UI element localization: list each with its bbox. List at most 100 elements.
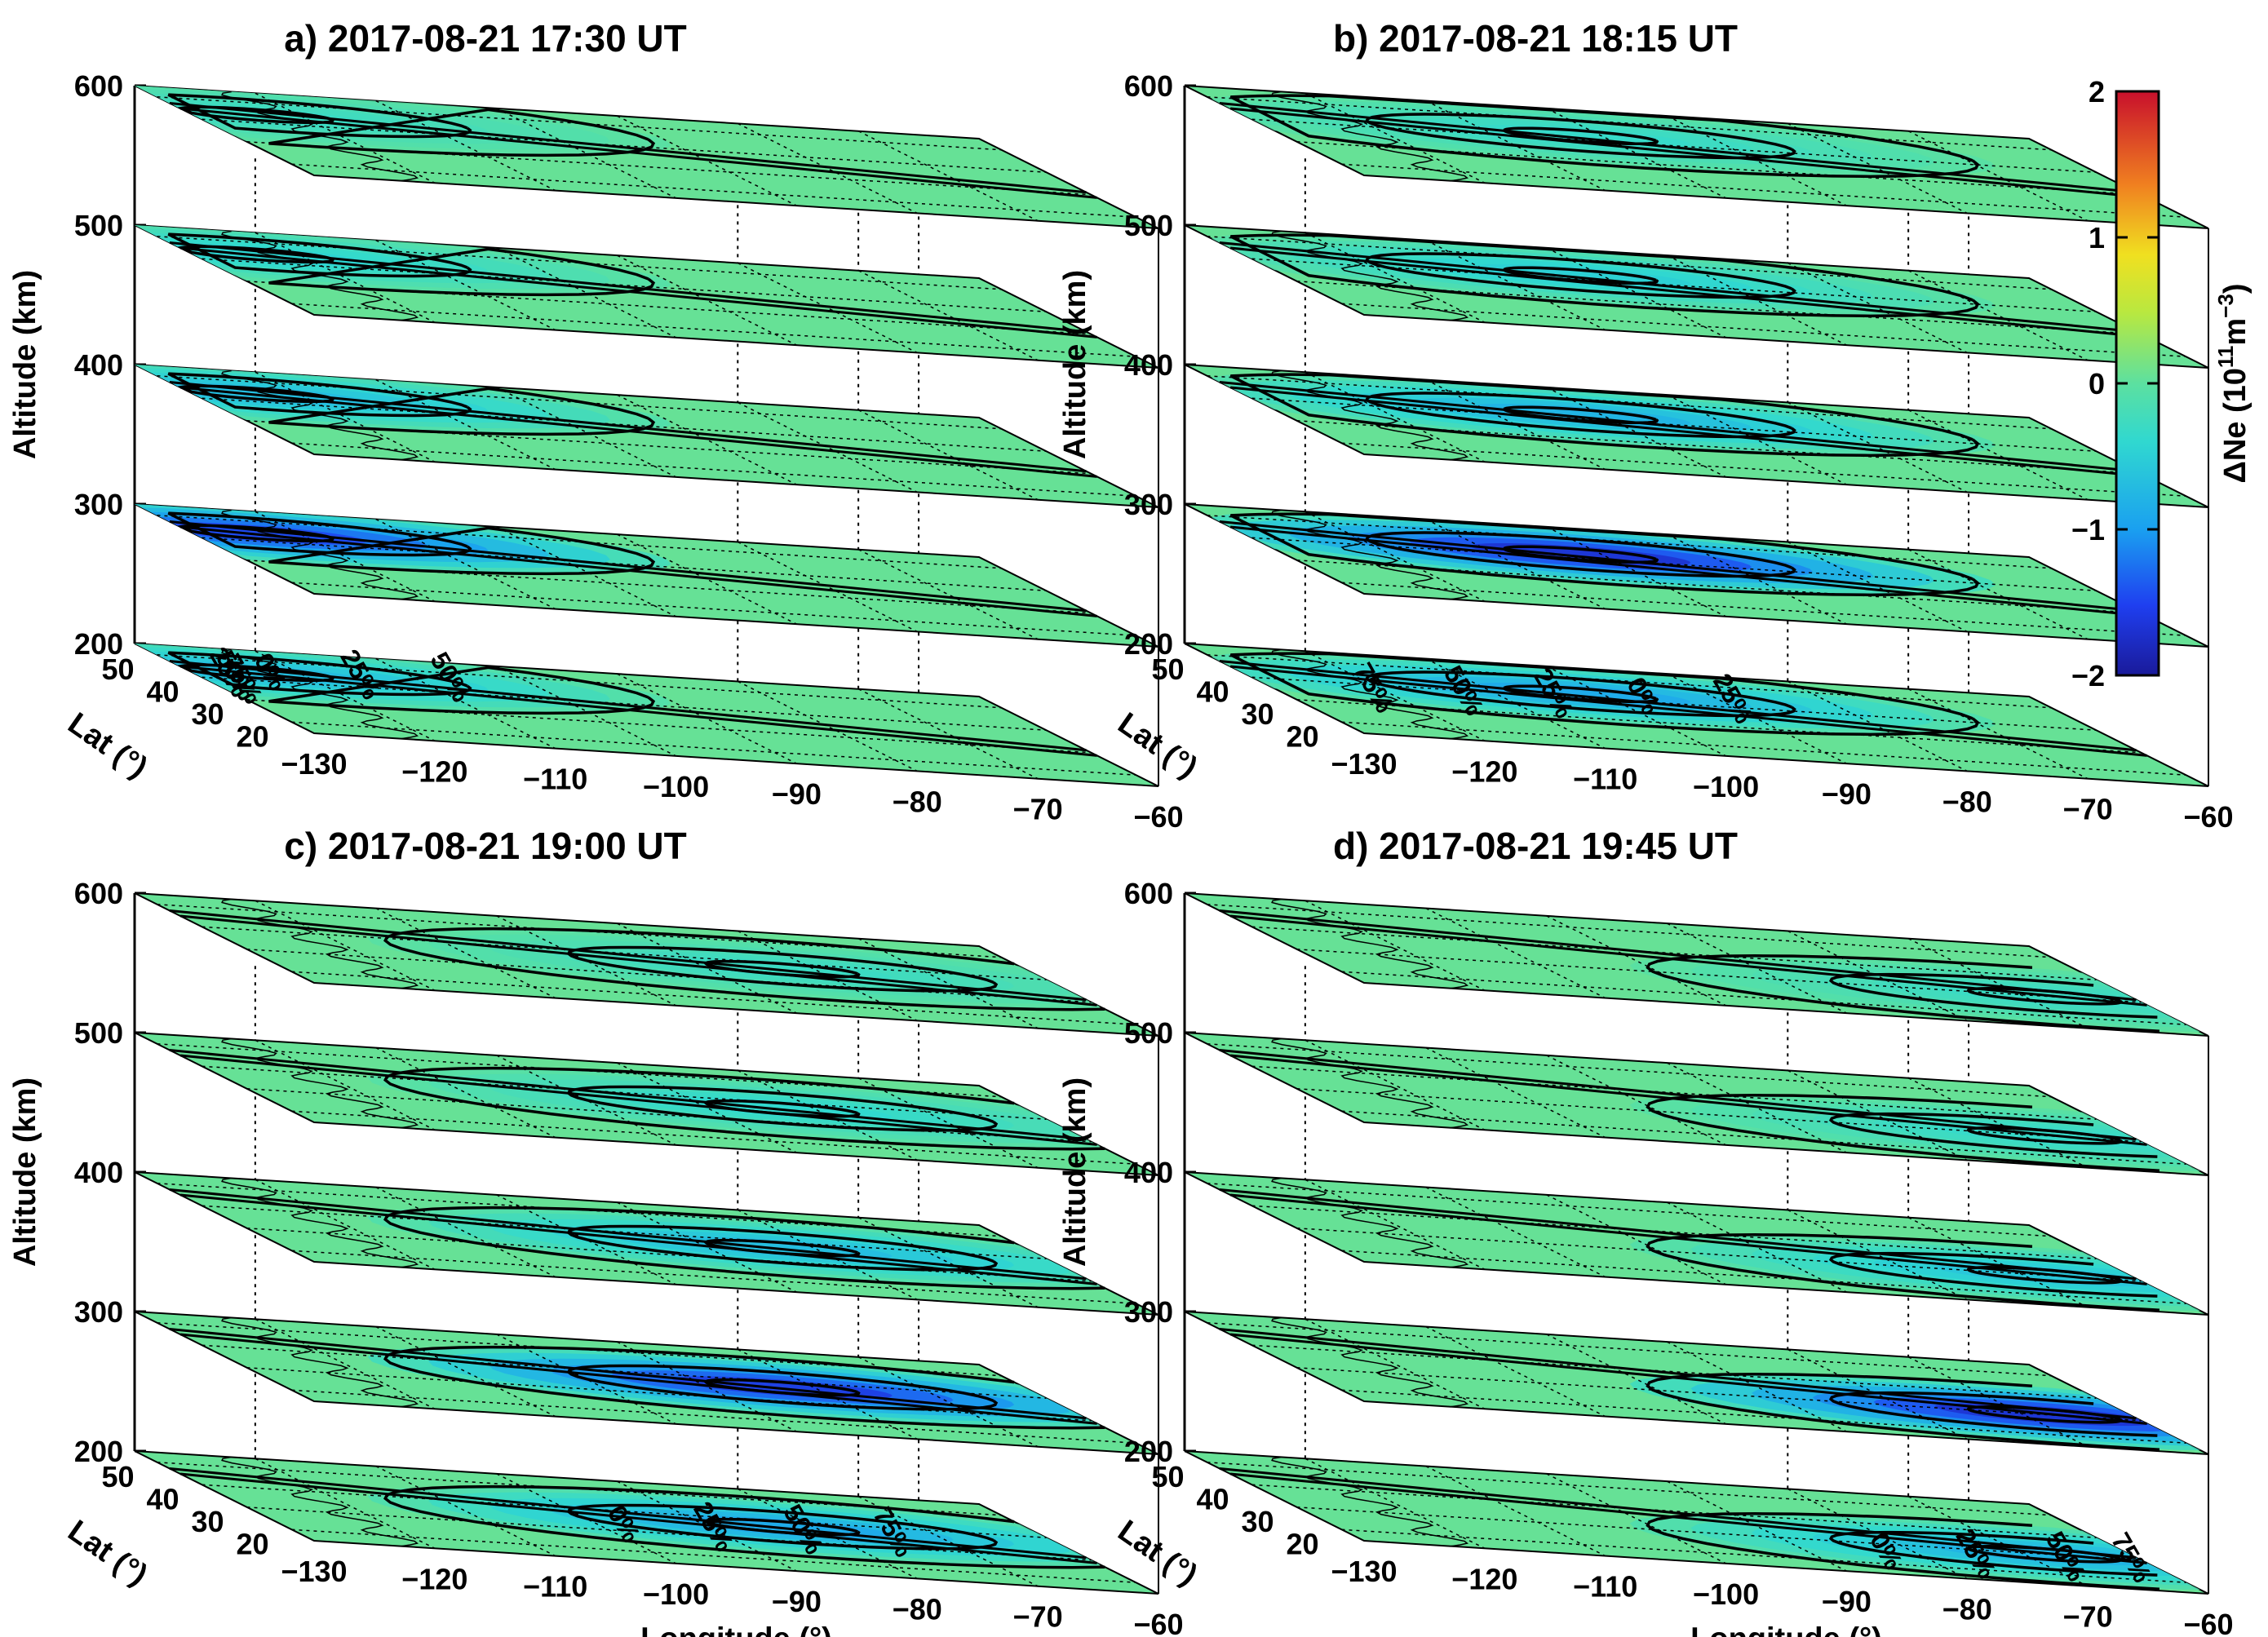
longitude-axis-label: Longitude (°) <box>1690 1622 1882 1637</box>
obscuration-contour <box>1365 252 1796 299</box>
latitude-tick-label: 50 <box>1151 653 1184 686</box>
latitude-gridline <box>1251 1205 2097 1259</box>
altitude-tick-label: 300 <box>1124 1295 1173 1329</box>
latitude-gridline <box>291 303 1136 357</box>
longitude-tick-label: −80 <box>893 785 942 818</box>
obscuration-contour <box>1502 266 1659 285</box>
totality-path-south <box>1229 386 2147 478</box>
obscuration-contour <box>704 1238 861 1258</box>
totality-path-south <box>179 246 1097 338</box>
longitude-tick-label: −130 <box>1331 1555 1397 1588</box>
obscuration-contour <box>1229 512 1980 597</box>
totality-path-south <box>1229 1333 2147 1425</box>
latitude-gridline <box>246 949 1092 1003</box>
longitude-tick-label: −110 <box>523 763 587 796</box>
coastline <box>221 1177 419 1268</box>
totality-path-north <box>169 1327 1087 1420</box>
obscuration-contour <box>1966 1126 2124 1145</box>
coastline <box>1271 369 1468 461</box>
longitude-tick-label: −100 <box>1693 1577 1759 1611</box>
latitude-tick-label: 20 <box>236 1527 268 1560</box>
latitude-gridline <box>157 236 1002 290</box>
longitude-tick-label: −130 <box>1331 747 1397 781</box>
depletion-region <box>1470 542 1691 566</box>
latitude-gridline <box>1207 1183 2052 1237</box>
altitude-slice <box>134 892 1159 1037</box>
coastline <box>1271 91 1468 182</box>
panel-title: d) 2017-08-21 19:45 UT <box>1333 825 1738 867</box>
obscuration-contour <box>704 959 861 979</box>
coastline <box>1271 1456 1468 1547</box>
coastline <box>221 509 419 600</box>
totality-path-south <box>179 665 1097 757</box>
longitude-axis-label: Longitude (°) <box>640 1622 832 1637</box>
latitude-gridline <box>1296 949 2142 1003</box>
altitude-slice <box>134 643 1159 787</box>
obscuration-contour <box>167 93 472 139</box>
obscuration-contour <box>566 1085 999 1132</box>
obscuration-contour <box>1229 233 1980 318</box>
coastline <box>1271 230 1468 321</box>
latitude-gridline <box>1251 1065 2097 1120</box>
altitude-slice <box>134 1450 1159 1595</box>
totality-path-south <box>1229 1054 2147 1146</box>
longitude-tick-label: −70 <box>1013 1600 1063 1634</box>
latitude-gridline <box>291 1389 1136 1444</box>
longitude-tick-label: −90 <box>772 1585 822 1618</box>
latitude-axis-label: Lat (°) <box>62 706 154 785</box>
obscuration-contour <box>1966 1545 2124 1564</box>
longitude-tick-label: −110 <box>1573 763 1637 796</box>
obscuration-contour <box>1502 545 1659 564</box>
latitude-tick-label: 40 <box>1196 1482 1229 1515</box>
coastline <box>221 1456 419 1547</box>
obscuration-contour <box>1229 94 1980 179</box>
obscuration-contour <box>1229 652 1980 737</box>
altitude-tick-label: 500 <box>74 1016 123 1050</box>
latitude-tick-label: 30 <box>191 1505 224 1538</box>
latitude-tick-label: 50 <box>1151 1460 1184 1493</box>
altitude-tick-label: 600 <box>74 877 123 910</box>
obscuration-contour <box>1828 1112 2158 1158</box>
altitude-tick-label: 200 <box>1124 1435 1173 1468</box>
altitude-slice <box>1184 643 2209 787</box>
altitude-slice <box>1184 1032 2209 1176</box>
obscuration-contour <box>383 1345 1105 1430</box>
latitude-gridline <box>157 375 1002 430</box>
altitude-slice <box>134 1311 1159 1455</box>
coastline <box>221 898 419 989</box>
latitude-gridline <box>202 1205 1047 1259</box>
obscuration-contour <box>268 666 656 715</box>
altitude-axis-label: Altitude (km) <box>8 270 42 459</box>
obscuration-contour <box>268 108 656 157</box>
latitude-gridline <box>1251 1484 2097 1538</box>
latitude-gridline <box>202 1065 1047 1120</box>
latitude-gridline <box>1251 926 2097 980</box>
totality-path-north <box>169 1048 1087 1141</box>
colorbar-tick-label: 1 <box>2089 221 2105 254</box>
totality-path-south <box>1229 665 2147 757</box>
altitude-tick-label: 400 <box>74 348 123 382</box>
latitude-gridline <box>202 926 1047 980</box>
totality-path-north <box>1219 909 2137 1002</box>
latitude-gridline <box>291 582 1136 636</box>
altitude-tick-label: 200 <box>74 627 123 661</box>
altitude-tick-label: 500 <box>1124 209 1173 242</box>
obscuration-contour <box>1365 670 1796 718</box>
totality-path-north <box>1219 1327 2137 1420</box>
latitude-tick-label: 30 <box>1241 697 1274 731</box>
latitude-gridline <box>1341 1529 2186 1583</box>
longitude-tick-label: −80 <box>1942 1592 1992 1626</box>
totality-path-south <box>1229 525 2147 617</box>
longitude-tick-label: −120 <box>401 1562 467 1595</box>
panel-d: d) 2017-08-21 19:45 UT 600 500 400 300 200 Alt… <box>1058 825 2234 1637</box>
altitude-slice <box>1184 1450 2209 1595</box>
coastline <box>221 369 419 461</box>
longitude-tick-label: −70 <box>1013 793 1063 826</box>
obscuration-contour <box>177 384 335 404</box>
latitude-gridline <box>1207 96 2052 151</box>
totality-path-north <box>169 1188 1087 1281</box>
obscuration-contour <box>383 1206 1105 1290</box>
latitude-gridline <box>1207 1322 2052 1377</box>
altitude-slice <box>1184 892 2209 1037</box>
depletion-region <box>1470 682 1691 706</box>
